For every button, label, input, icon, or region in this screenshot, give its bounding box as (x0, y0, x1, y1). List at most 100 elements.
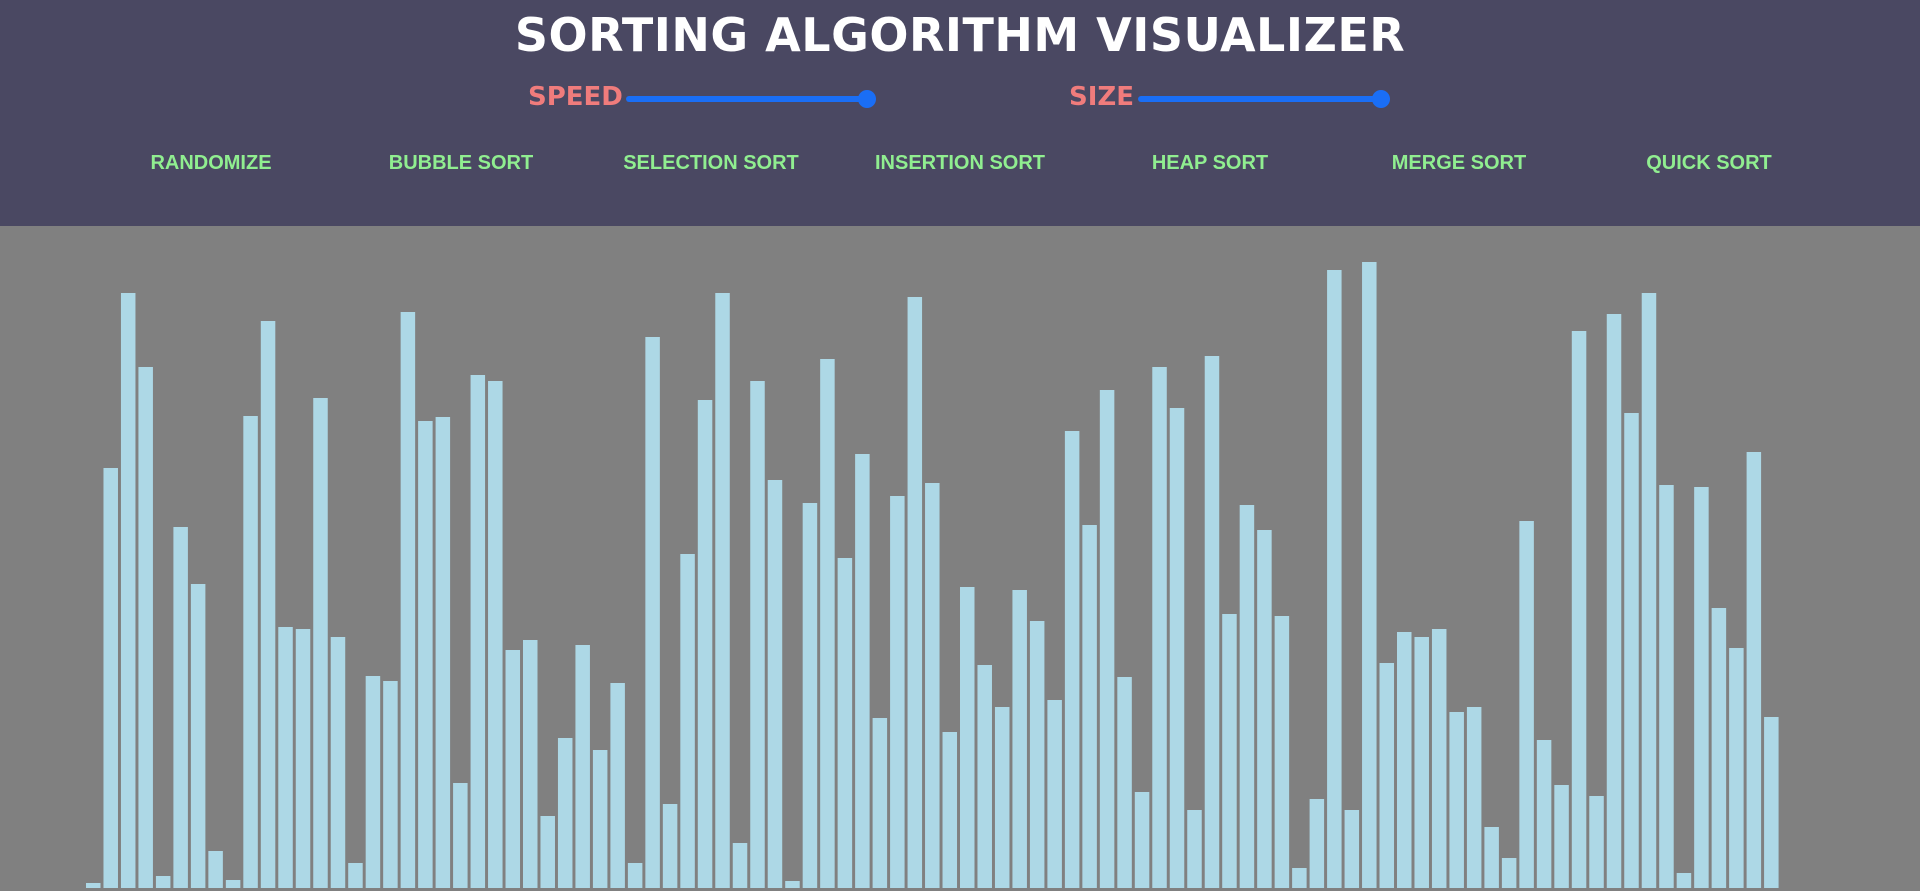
array-bar (173, 527, 188, 888)
array-bar (1711, 608, 1727, 888)
array-bar (1659, 485, 1674, 888)
array-bar (313, 398, 328, 888)
size-slider[interactable] (1138, 89, 1390, 109)
array-bar (120, 293, 136, 888)
array-bar (662, 804, 678, 888)
array-bar (994, 707, 1010, 888)
array-bar (1204, 356, 1220, 888)
array-bar (453, 783, 468, 888)
array-bar (348, 863, 363, 888)
array-bar (1029, 621, 1045, 888)
array-bar (1676, 873, 1692, 888)
array-bar (1222, 614, 1237, 888)
array-bar (925, 483, 940, 888)
array-bar (1117, 677, 1132, 888)
array-bar (295, 629, 311, 888)
array-bar (243, 416, 258, 888)
size-slider-thumb[interactable] (1372, 90, 1390, 108)
array-bar (365, 676, 381, 888)
array-bar (750, 381, 765, 888)
array-bar (1729, 648, 1744, 888)
array-bar (155, 876, 171, 888)
array-bar (1519, 521, 1534, 888)
array-bar (890, 496, 905, 888)
array-bar (785, 881, 800, 888)
array-bar (1554, 785, 1569, 888)
array-bar (383, 681, 398, 888)
array-bar (872, 718, 888, 888)
array-bar (610, 683, 625, 888)
array-bar (1641, 293, 1657, 888)
array-bar (1484, 827, 1499, 888)
array-bar (1152, 367, 1167, 888)
array-bar (645, 337, 660, 888)
array-bar (1344, 810, 1360, 888)
array-bar (190, 584, 206, 888)
bar-chart (0, 226, 1920, 891)
array-bar (1466, 707, 1482, 888)
header: SORTING ALGORITHM VISUALIZER SPEED SIZE … (0, 0, 1920, 226)
array-bar (1082, 525, 1097, 888)
array-bar (1414, 637, 1429, 888)
array-bar (260, 321, 276, 888)
array-bar (1431, 629, 1447, 888)
array-bar (208, 851, 223, 888)
heap-sort-button[interactable]: HEAP SORT (1151, 152, 1269, 174)
array-bar (1624, 413, 1639, 888)
array-bar (1764, 717, 1779, 888)
array-bar (225, 880, 241, 888)
speed-slider[interactable] (626, 89, 876, 109)
array-bar (697, 400, 713, 888)
array-bar (837, 558, 853, 888)
array-bar (1187, 810, 1202, 888)
array-bar (1362, 262, 1377, 888)
array-bar (1257, 530, 1272, 888)
quick-sort-button[interactable]: QUICK SORT (1646, 152, 1772, 174)
insertion-sort-button[interactable]: INSERTION SORT (874, 152, 1045, 174)
array-bar (592, 750, 608, 888)
array-bar (1327, 270, 1342, 888)
page-title: SORTING ALGORITHM VISUALIZER (514, 8, 1406, 62)
bar-chart-svg (86, 262, 1779, 888)
array-bar (488, 381, 503, 888)
array-bar (557, 738, 573, 888)
array-bar (1292, 868, 1307, 888)
bubble-sort-button[interactable]: BUBBLE SORT (388, 152, 534, 174)
selection-sort-button[interactable]: SELECTION SORT (623, 152, 799, 174)
array-bar (1746, 452, 1762, 888)
array-bar (1501, 858, 1517, 888)
array-bar (435, 417, 451, 888)
size-slider-track (1138, 96, 1390, 102)
array-bar (855, 454, 870, 888)
array-bar (1169, 408, 1185, 888)
array-bar (960, 587, 975, 888)
array-bar (1099, 390, 1115, 888)
array-bar (278, 627, 293, 888)
array-bar (627, 863, 643, 888)
array-bar (103, 468, 118, 888)
array-bar (907, 297, 923, 888)
array-bar (732, 843, 748, 888)
array-bar (1239, 505, 1255, 888)
array-bar (977, 665, 992, 888)
array-bar (1309, 799, 1325, 888)
randomize-button[interactable]: RANDOMIZE (150, 152, 272, 174)
array-bar (540, 816, 555, 888)
array-bar (1589, 796, 1604, 888)
array-bar (86, 883, 101, 888)
array-bar (715, 293, 730, 888)
array-bar (505, 650, 521, 888)
array-bar (1694, 487, 1709, 888)
size-label: SIZE (1069, 82, 1135, 112)
array-bar (767, 480, 783, 888)
merge-sort-button[interactable]: MERGE SORT (1391, 152, 1527, 174)
array-bar (1134, 792, 1150, 888)
array-bar (470, 375, 486, 888)
array-bar (418, 421, 433, 888)
array-bar (1047, 700, 1062, 888)
array-bar (330, 637, 346, 888)
array-bar (802, 503, 818, 888)
array-bar (942, 732, 958, 888)
speed-slider-thumb[interactable] (858, 90, 876, 108)
array-bar (400, 312, 416, 888)
